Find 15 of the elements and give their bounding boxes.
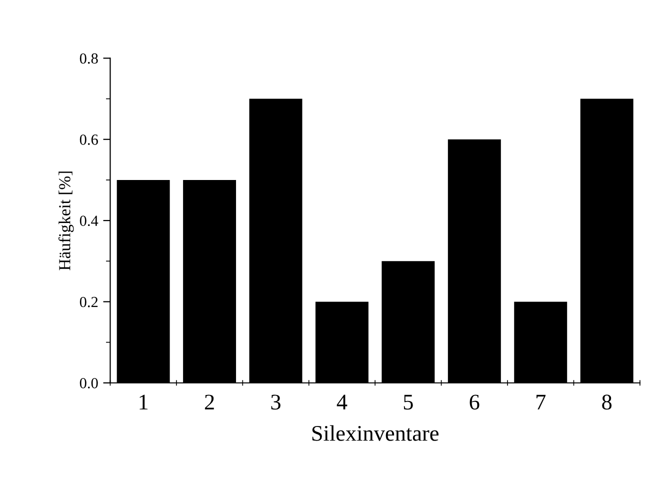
y-tick-label: 0.4 [80, 216, 98, 226]
x-axis-title: Silexinventare [312, 425, 438, 441]
x-tick-label: 2 [204, 394, 214, 410]
y-tick-label: 0.2 [80, 296, 98, 308]
y-tick-label: 0.6 [80, 134, 98, 145]
x-tick-label: 8 [602, 394, 612, 410]
y-tick-label: 0.0 [80, 378, 98, 388]
x-tick-label: 5 [404, 394, 413, 410]
x-tick-label: 3 [271, 394, 280, 410]
x-tick-label: 6 [470, 394, 480, 410]
x-tick-label: 7 [536, 394, 546, 410]
x-tick-label: 4 [336, 394, 348, 410]
y-tick-label: 0.8 [80, 53, 98, 64]
y-axis-title: Häufigkeit [%] [58, 172, 74, 270]
x-tick-label: 1 [140, 394, 148, 410]
